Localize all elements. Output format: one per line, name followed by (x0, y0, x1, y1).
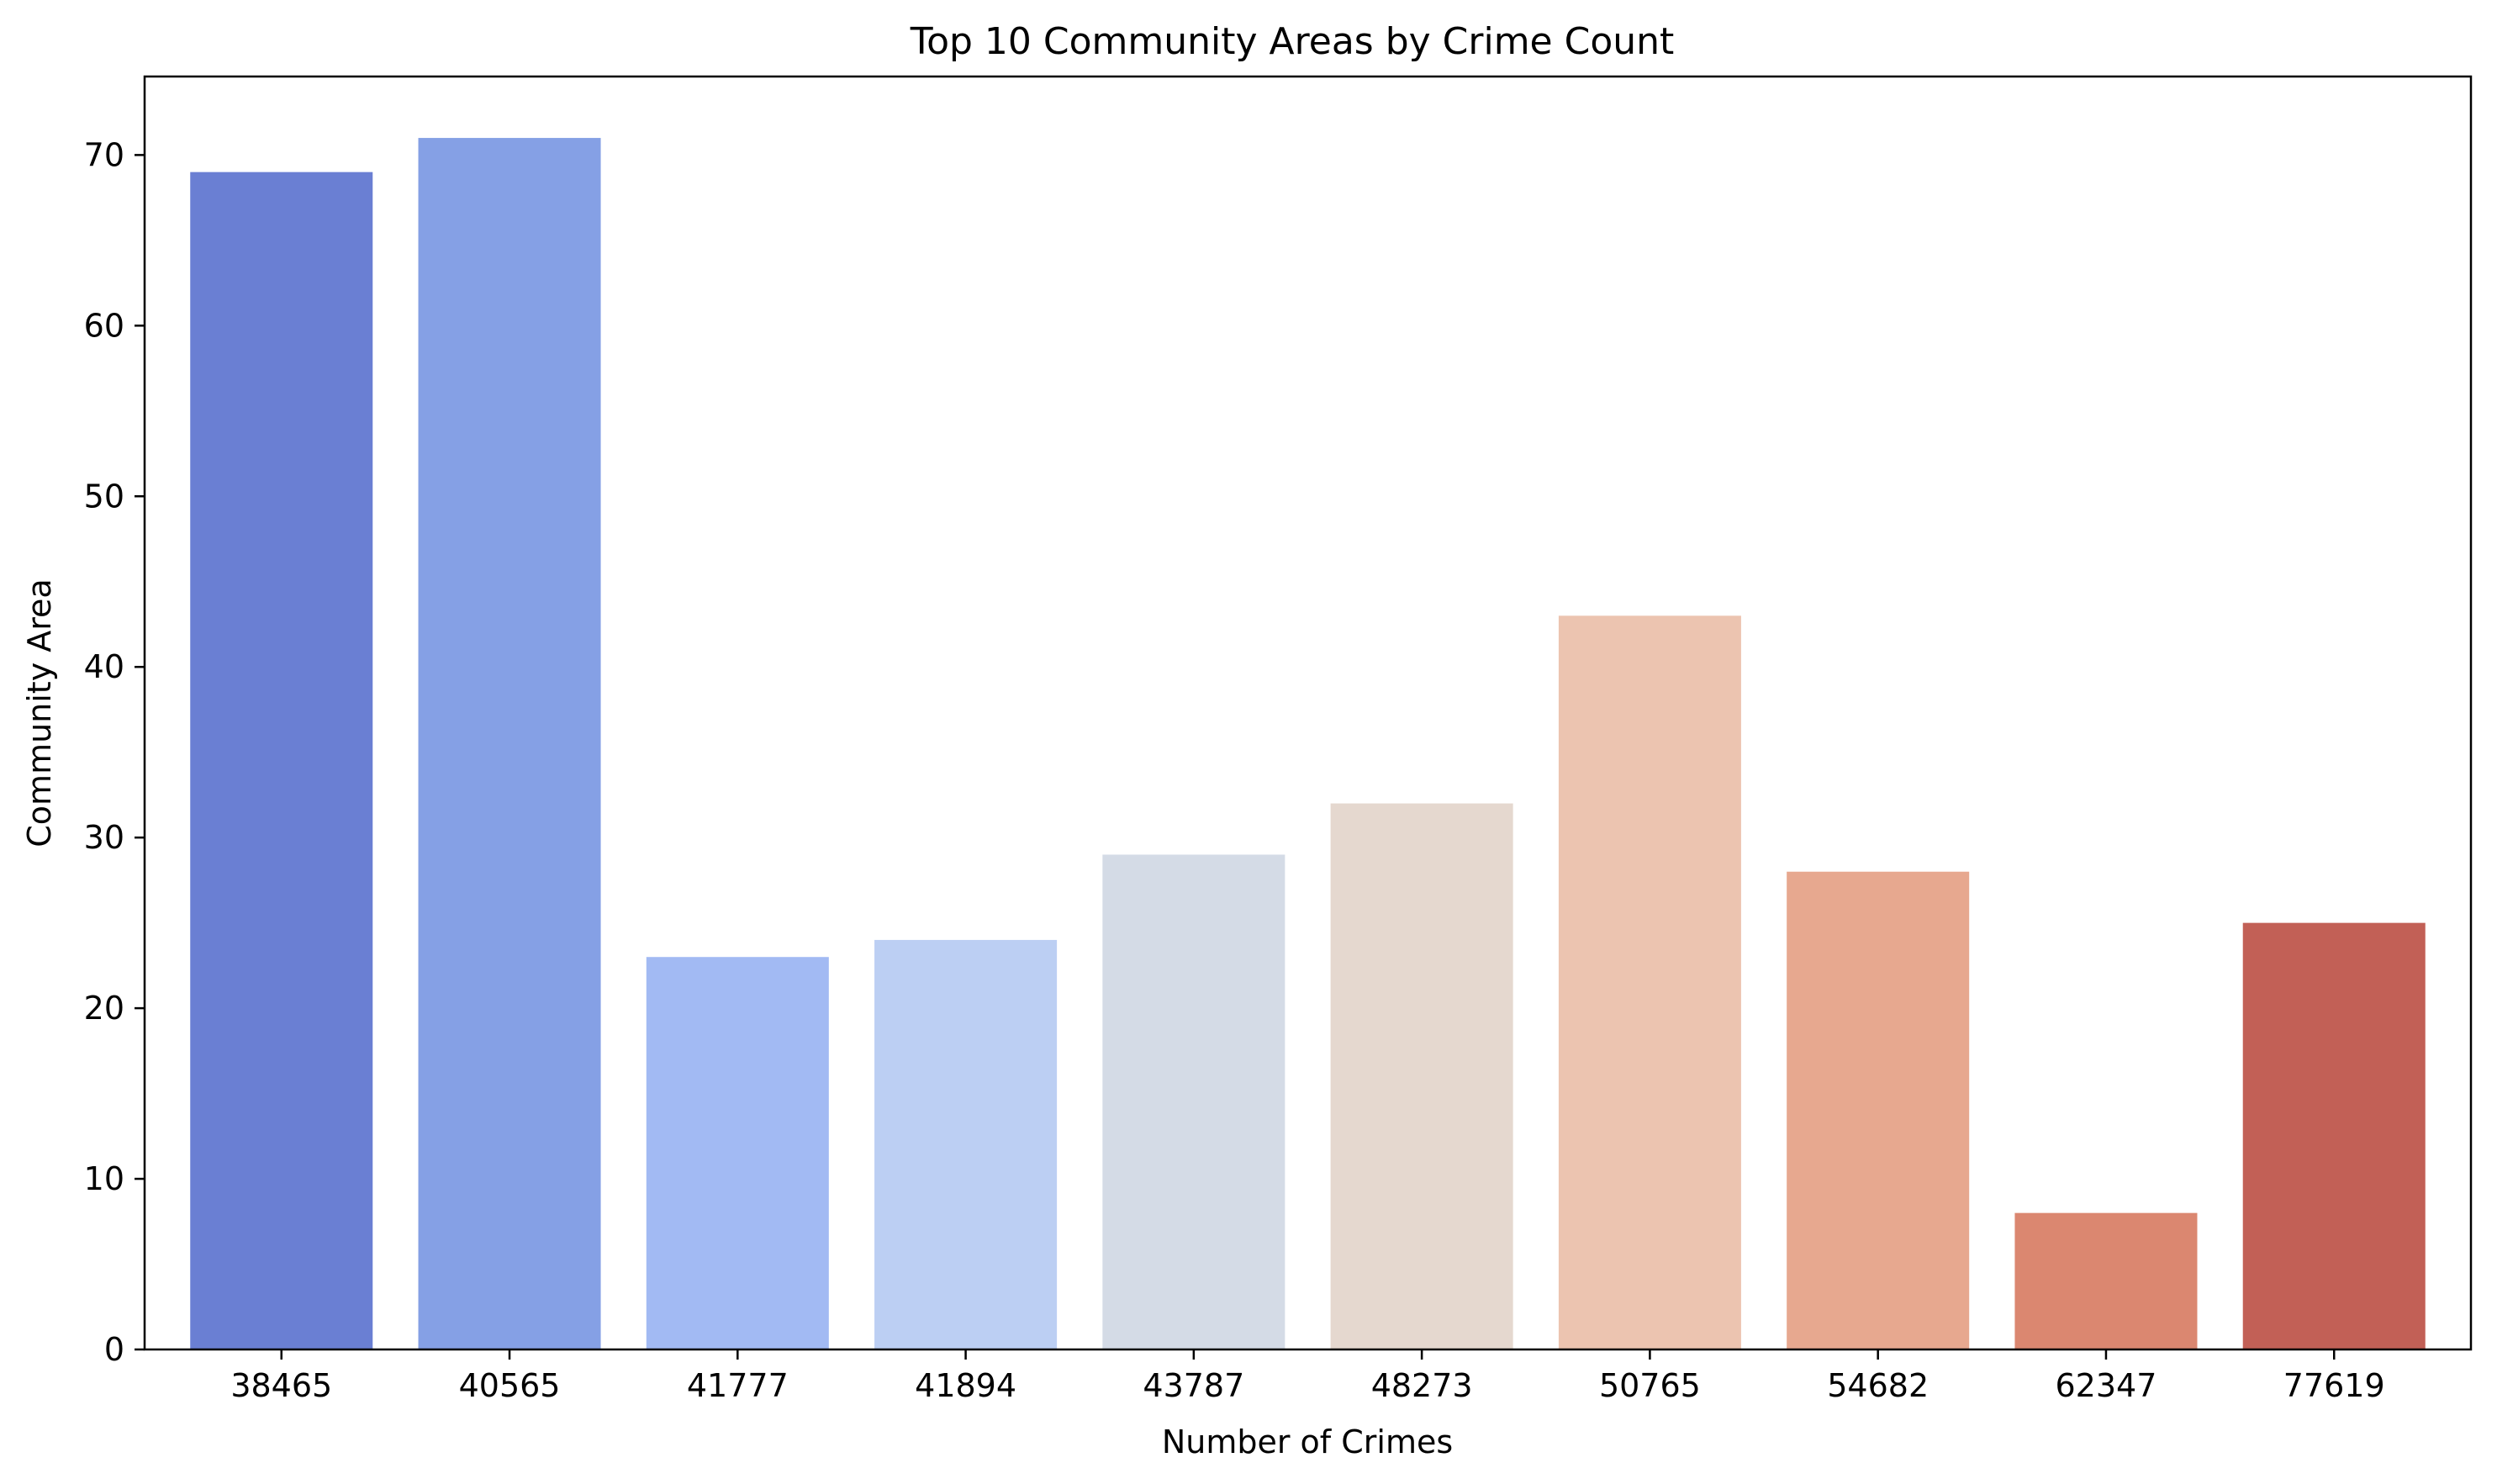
y-tick-label: 60 (84, 307, 124, 344)
x-tick-label: 50765 (1599, 1367, 1701, 1404)
x-tick-label: 62347 (2056, 1367, 2157, 1404)
x-axis: 38465 40565 41777 41894 43787 48273 50765 54682… (230, 1349, 2385, 1404)
bar-62347 (2014, 1212, 2198, 1349)
y-tick-label: 10 (84, 1160, 124, 1197)
x-tick-label: 40565 (459, 1367, 561, 1404)
y-tick-label: 30 (84, 819, 124, 856)
bar-50765 (1558, 615, 1741, 1349)
bar-43787 (1102, 854, 1285, 1349)
y-axis: 0 10 20 30 40 50 60 70 (84, 136, 145, 1368)
bar-54682 (1787, 871, 1970, 1349)
y-axis-label: Community Area (21, 578, 58, 847)
plot-frame (143, 75, 2473, 1351)
x-tick-label: 41894 (915, 1367, 1016, 1404)
bar-41894 (874, 939, 1058, 1349)
bar-77619 (2242, 922, 2426, 1349)
x-tick-label: 41777 (687, 1367, 789, 1404)
x-tick-label: 54682 (1827, 1367, 1929, 1404)
y-tick-label: 70 (84, 136, 124, 173)
bar-48273 (1330, 803, 1513, 1349)
bars-group (190, 138, 2426, 1350)
y-tick-label: 50 (84, 478, 124, 515)
bar-38465 (190, 172, 373, 1349)
x-tick-label: 48273 (1371, 1367, 1473, 1404)
x-tick-label: 77619 (2283, 1367, 2385, 1404)
x-tick-label: 43787 (1143, 1367, 1244, 1404)
x-tick-label: 38465 (230, 1367, 332, 1404)
y-tick-label: 20 (84, 990, 124, 1027)
bar-41777 (646, 957, 829, 1349)
chart-title: Top 10 Community Areas by Crime Count (910, 20, 1675, 63)
y-tick-label: 40 (84, 648, 124, 685)
y-tick-label: 0 (104, 1331, 124, 1368)
bar-40565 (418, 138, 601, 1350)
x-axis-label: Number of Crimes (1162, 1423, 1453, 1460)
